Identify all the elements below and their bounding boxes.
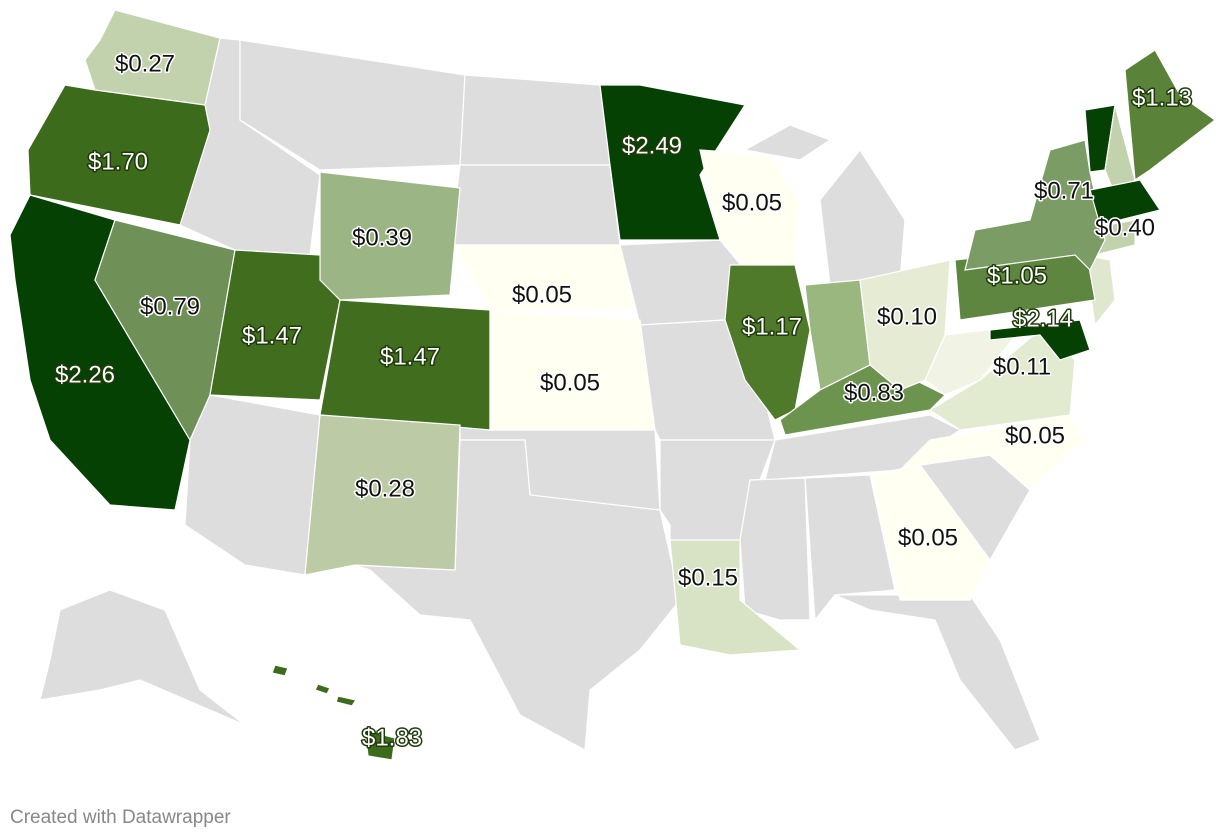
value-label: $0.27 bbox=[115, 50, 175, 77]
state-region bbox=[989, 319, 1091, 361]
value-label: $2.49 bbox=[622, 132, 682, 159]
state-region bbox=[669, 539, 802, 656]
value-label: $0.40 bbox=[1095, 214, 1155, 241]
value-label: $0.39 bbox=[352, 224, 412, 251]
state-region bbox=[869, 464, 991, 601]
state-region bbox=[859, 259, 951, 391]
value-label: $0.71 bbox=[1034, 177, 1094, 204]
value-labels: $0.27 $1.70 $2.26 $0.79 $1.47 $1.47 $0.39 $0.28… bbox=[53, 49, 1193, 753]
value-label: $1.13 bbox=[1132, 84, 1192, 111]
colored-states bbox=[9, 9, 1217, 761]
state-region bbox=[928, 329, 1076, 431]
value-label: $1.47 bbox=[380, 343, 440, 370]
state-region bbox=[364, 729, 396, 761]
value-label: $2.14 bbox=[1013, 305, 1073, 332]
state bbox=[184, 394, 321, 576]
value-label: $1.70 bbox=[88, 148, 148, 175]
state-region bbox=[453, 244, 636, 311]
value-label: $1.05 bbox=[987, 262, 1047, 289]
state bbox=[739, 477, 811, 621]
value-label: $2.26 bbox=[55, 361, 115, 388]
footer: Created with Datawrapper bbox=[10, 807, 231, 828]
value-label: $0.11 bbox=[993, 353, 1051, 380]
state-region bbox=[94, 219, 236, 442]
value-label: $0.10 bbox=[877, 303, 937, 330]
value-label: $0.05 bbox=[512, 281, 572, 308]
state-region bbox=[319, 171, 461, 301]
value-label: $0.83 bbox=[844, 379, 904, 406]
state bbox=[239, 39, 466, 171]
state-region bbox=[271, 664, 289, 677]
state bbox=[1084, 254, 1116, 327]
value-label: $0.79 bbox=[140, 293, 200, 320]
state bbox=[743, 124, 832, 161]
state bbox=[834, 594, 1041, 751]
state bbox=[449, 164, 621, 246]
uncolored-states bbox=[39, 37, 1136, 751]
state-region bbox=[1124, 49, 1217, 182]
state-region bbox=[964, 139, 1106, 272]
state-region bbox=[599, 84, 746, 241]
state-region bbox=[1089, 179, 1161, 226]
state-region bbox=[304, 414, 461, 576]
value-label: $0.15 bbox=[678, 564, 738, 591]
state bbox=[354, 439, 681, 751]
state-region bbox=[27, 84, 211, 226]
value-label: $0.28 bbox=[355, 475, 415, 502]
state bbox=[804, 474, 896, 622]
value-label: $1.83 bbox=[362, 724, 422, 751]
value-label: $0.05 bbox=[722, 189, 782, 216]
state-region bbox=[898, 414, 1086, 491]
value-label: $0.05 bbox=[1005, 422, 1065, 449]
state bbox=[39, 589, 246, 726]
value-label: $1.47 bbox=[242, 322, 302, 349]
value-label: $0.05 bbox=[898, 524, 958, 551]
state bbox=[819, 148, 906, 286]
state-region bbox=[489, 309, 656, 431]
state-region bbox=[335, 695, 357, 707]
state-region bbox=[314, 683, 331, 695]
value-label: $0.05 bbox=[540, 369, 600, 396]
value-label: $1.17 bbox=[742, 313, 802, 340]
state-region bbox=[209, 249, 341, 401]
state-region bbox=[724, 264, 811, 421]
state bbox=[459, 74, 611, 166]
